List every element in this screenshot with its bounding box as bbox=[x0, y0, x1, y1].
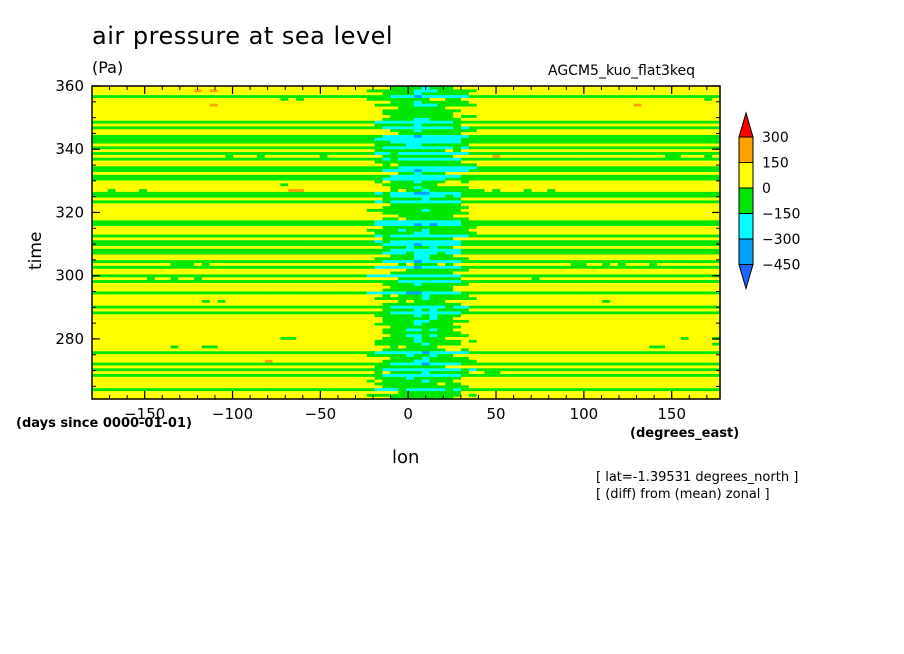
run-label: AGCM5_kuo_flat3keq bbox=[548, 63, 695, 79]
x-tick-label: −150 bbox=[124, 405, 165, 423]
colorbar-segment bbox=[738, 136, 754, 163]
colorbar-segment bbox=[738, 187, 754, 214]
colorbar-label: 0 bbox=[762, 181, 771, 197]
x-tick-label: 0 bbox=[403, 405, 413, 423]
colorbar-segment bbox=[738, 238, 754, 265]
chart-units: (Pa) bbox=[92, 58, 124, 77]
plot-frame bbox=[91, 85, 721, 400]
colorbar-label: −150 bbox=[762, 207, 800, 223]
colorbar-segment bbox=[738, 162, 754, 189]
x-tick-label: −100 bbox=[212, 405, 253, 423]
x-tick-label: 100 bbox=[570, 405, 599, 423]
annotation-zonal-diff: [ (diff) from (mean) zonal ] bbox=[596, 487, 770, 502]
colorbar-label: 150 bbox=[762, 156, 789, 172]
x-tick-label: 150 bbox=[657, 405, 686, 423]
y-axis-units: (days since 0000-01-01) bbox=[16, 416, 192, 431]
contour-field bbox=[92, 86, 721, 400]
y-tick-label: 280 bbox=[55, 330, 84, 348]
colorbar-label: −300 bbox=[762, 232, 800, 248]
x-tick-label: −50 bbox=[305, 405, 337, 423]
x-tick-label: 50 bbox=[486, 405, 505, 423]
y-tick-label: 360 bbox=[55, 77, 84, 95]
colorbar-label: 300 bbox=[762, 130, 789, 146]
y-tick-label: 300 bbox=[55, 267, 84, 285]
colorbar-bottom-arrow bbox=[738, 264, 754, 291]
colorbar-top-arrow bbox=[738, 111, 754, 138]
y-tick-label: 340 bbox=[55, 140, 84, 158]
colorbar-label: −450 bbox=[762, 258, 800, 274]
x-axis-label: lon bbox=[392, 447, 420, 468]
chart-title: air pressure at sea level bbox=[92, 22, 394, 50]
annotation-latitude: [ lat=-1.39531 degrees_north ] bbox=[596, 470, 799, 485]
y-tick-label: 320 bbox=[55, 203, 84, 221]
x-axis-units: (degrees_east) bbox=[630, 426, 740, 441]
colorbar-segment bbox=[738, 213, 754, 240]
